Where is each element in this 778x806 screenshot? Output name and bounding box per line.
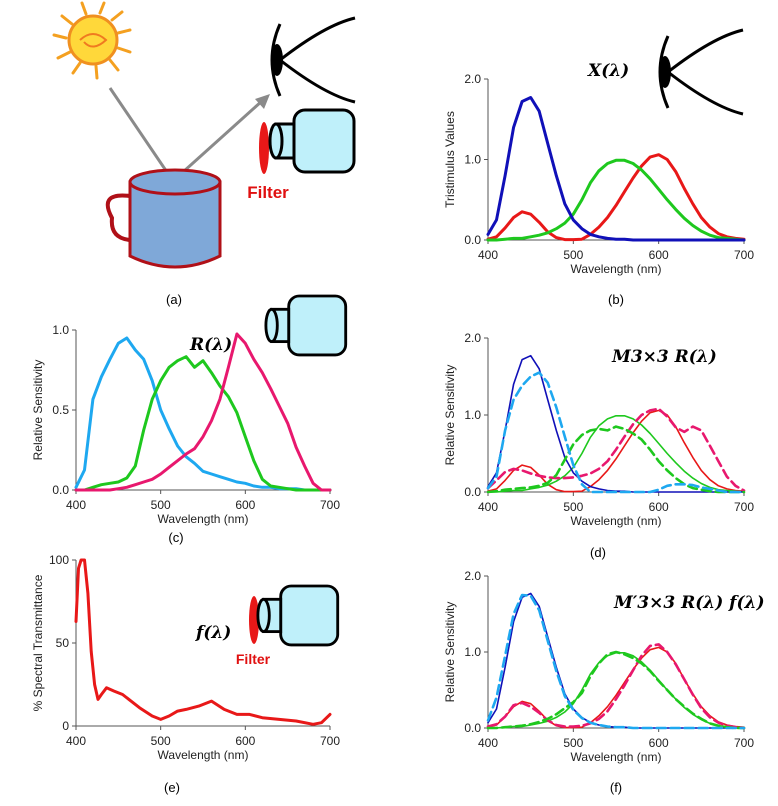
panel-a-illustration: Filter (a): [52, 1, 357, 307]
y-tick-label: 2.0: [464, 72, 481, 86]
x-tick-label: 400: [478, 500, 498, 514]
sun-icon: [52, 1, 132, 80]
series-line-green-channel: [74, 355, 332, 492]
chart-d: 400 500 600 700 0.0 1.0 2.0 Wavelength (nm) Rela…: [443, 331, 754, 528]
x-tick-label: 400: [478, 248, 498, 262]
y-tick-label: 0.5: [52, 403, 69, 417]
y-tick-label: 1.0: [52, 323, 69, 337]
series-line-y-bar: [487, 651, 745, 729]
y-tick-label: 0.0: [52, 483, 69, 497]
series-line-fit-z: [486, 593, 746, 730]
x-tick-label: 500: [563, 736, 583, 750]
mug-icon: [105, 168, 222, 269]
panel-label-e: (e): [164, 780, 180, 795]
panel-label-a: (a): [166, 292, 182, 307]
filter-label: Filter: [247, 183, 289, 202]
y-tick-label: 1.0: [464, 645, 481, 659]
x-tick-label: 700: [734, 500, 754, 514]
x-tick-label: 700: [734, 736, 754, 750]
chart-b: 400 500 600 700 0.0 1.0 2.0 Wavelength (nm) Tris…: [443, 61, 754, 307]
panel-label-b: (b): [608, 292, 624, 307]
x-axis-label: Wavelength (nm): [571, 262, 662, 276]
x-tick-label: 600: [235, 498, 255, 512]
y-tick-label: 2.0: [464, 569, 481, 583]
y-tick-label: 1.0: [464, 408, 481, 422]
formula-label: M′3×3 R(λ) f(λ): [613, 593, 765, 613]
y-tick-label: 0.0: [464, 233, 481, 247]
y-axis-label: Relative Sensitivity: [31, 360, 45, 461]
x-tick-label: 400: [66, 498, 86, 512]
filter-lens-icon: [249, 596, 259, 644]
x-axis-label: Wavelength (nm): [571, 750, 662, 764]
camera-icon: [256, 584, 340, 647]
x-tick-label: 600: [649, 500, 669, 514]
chart-c: 400 500 600 700 0.0 0.5 1.0 Wavelength (nm) Rela…: [31, 323, 340, 526]
x-axis-label: Wavelength (nm): [158, 512, 249, 526]
eye-icon: [657, 28, 745, 116]
y-tick-label: 0.0: [464, 721, 481, 735]
series-line-fit-y: [486, 650, 746, 730]
series-line-z-bar: [486, 96, 746, 242]
formula-label: M3×3 R(λ): [611, 347, 717, 367]
x-tick-label: 700: [320, 734, 340, 748]
chart-e: 400 500 600 700 0 50 100 Wavelength (nm) % Spect…: [31, 553, 340, 762]
series-line-y-bar: [486, 158, 746, 242]
x-tick-label: 500: [563, 248, 583, 262]
y-axis-label: Relative Sensitivity: [443, 602, 457, 703]
y-tick-label: 0: [62, 719, 69, 733]
y-tick-label: 50: [56, 636, 70, 650]
panel-label-d: (d): [590, 545, 606, 560]
y-axis-label: Tristimulus Values: [443, 111, 457, 208]
series-line-x-bar: [487, 646, 745, 729]
x-tick-label: 600: [235, 734, 255, 748]
y-tick-label: 1.0: [464, 153, 481, 167]
formula-label: R(λ): [189, 335, 232, 355]
series-line-x-bar: [487, 409, 745, 493]
series-line-red-channel: [74, 332, 332, 492]
eye-icon: [269, 16, 357, 104]
x-axis-label: Wavelength (nm): [571, 514, 662, 528]
series-line-fit-z: [486, 371, 746, 494]
camera-icon: [264, 294, 348, 357]
y-axis-label: % Spectral Transmittance: [31, 574, 45, 711]
formula-label: f(λ): [195, 623, 231, 643]
series-line-fit-x: [486, 407, 746, 492]
series-line-x-bar: [486, 153, 746, 242]
series-line-y-bar: [487, 414, 745, 493]
x-tick-label: 600: [649, 736, 669, 750]
formula-label: X(λ): [587, 61, 629, 81]
x-tick-label: 700: [320, 498, 340, 512]
x-tick-label: 600: [649, 248, 669, 262]
x-tick-label: 500: [151, 734, 171, 748]
camera-icon: [268, 108, 356, 174]
x-tick-label: 400: [478, 736, 498, 750]
x-tick-label: 700: [734, 248, 754, 262]
series-line-z-bar: [487, 592, 745, 729]
panel-label-f: (f): [610, 780, 622, 795]
x-axis-label: Wavelength (nm): [158, 748, 249, 762]
series-line-fit-y: [486, 425, 746, 494]
chart-f: 400 500 600 700 0.0 1.0 2.0 Wavelength (nm) Rela…: [443, 569, 765, 795]
light-rays: [108, 87, 270, 183]
x-tick-label: 400: [66, 734, 86, 748]
panel-label-c: (c): [168, 530, 183, 545]
filter-label: Filter: [236, 651, 271, 667]
y-tick-label: 2.0: [464, 331, 481, 345]
x-tick-label: 500: [563, 500, 583, 514]
series-line-fit-x: [486, 643, 746, 730]
y-tick-label: 100: [49, 553, 69, 567]
x-tick-label: 500: [151, 498, 171, 512]
series-line-filter: [74, 558, 332, 726]
y-tick-label: 0.0: [464, 485, 481, 499]
y-axis-label: Relative Sensitivity: [443, 365, 457, 466]
filter-lens-icon: [259, 122, 269, 174]
